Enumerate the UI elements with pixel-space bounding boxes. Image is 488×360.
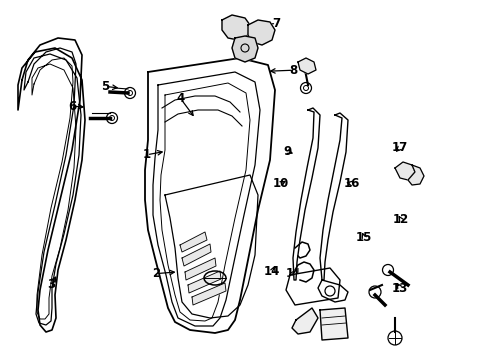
Polygon shape xyxy=(319,113,347,280)
Polygon shape xyxy=(285,268,339,305)
Text: 13: 13 xyxy=(391,282,407,294)
Polygon shape xyxy=(292,108,319,280)
Polygon shape xyxy=(231,36,258,62)
Text: 7: 7 xyxy=(272,17,280,30)
Polygon shape xyxy=(182,244,210,266)
Text: 5: 5 xyxy=(101,80,109,93)
Text: 4: 4 xyxy=(177,93,184,105)
Text: 1: 1 xyxy=(142,148,150,161)
Text: 12: 12 xyxy=(392,213,408,226)
Polygon shape xyxy=(222,15,249,40)
Text: 9: 9 xyxy=(283,145,291,158)
Text: 2: 2 xyxy=(152,267,160,280)
Polygon shape xyxy=(184,258,216,280)
Text: 10: 10 xyxy=(272,177,289,190)
Text: 16: 16 xyxy=(343,177,360,190)
Polygon shape xyxy=(192,283,225,305)
Polygon shape xyxy=(180,232,206,252)
Text: 3: 3 xyxy=(47,278,55,291)
Text: 6: 6 xyxy=(68,100,76,113)
Polygon shape xyxy=(291,308,317,334)
Polygon shape xyxy=(247,20,274,45)
Polygon shape xyxy=(187,271,221,293)
Text: 11: 11 xyxy=(285,267,301,280)
Text: 8: 8 xyxy=(289,64,297,77)
Polygon shape xyxy=(319,308,347,340)
Polygon shape xyxy=(297,58,315,74)
Polygon shape xyxy=(317,280,347,302)
Polygon shape xyxy=(394,162,414,180)
Text: 17: 17 xyxy=(391,141,407,154)
Polygon shape xyxy=(407,165,423,185)
Text: 14: 14 xyxy=(264,265,280,278)
Text: 15: 15 xyxy=(355,231,372,244)
